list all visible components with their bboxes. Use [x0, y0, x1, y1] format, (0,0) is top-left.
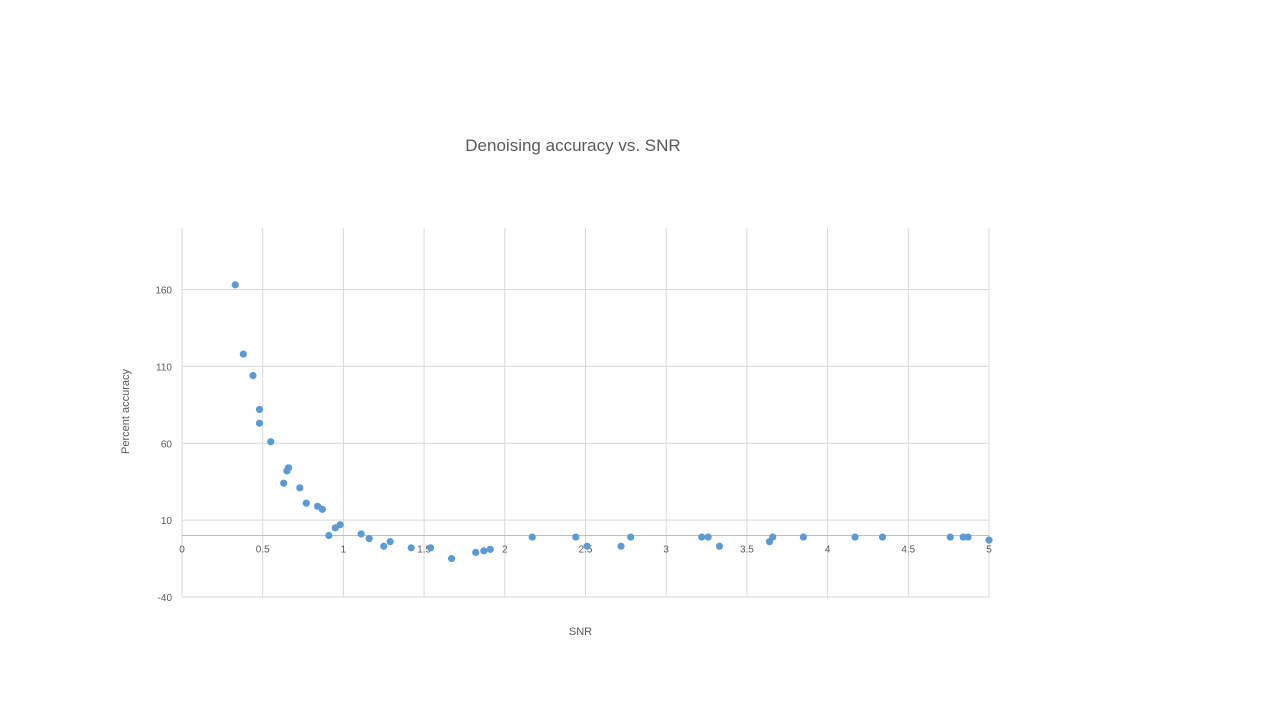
x-tick-label: 4 — [825, 545, 831, 556]
x-tick-label: 0.5 — [256, 545, 270, 556]
x-tick-label: 5 — [986, 545, 992, 556]
data-point — [617, 542, 625, 550]
data-point — [447, 554, 456, 563]
data-point — [964, 533, 972, 541]
data-point — [627, 533, 635, 541]
data-point — [583, 542, 591, 550]
tick-labels: 0 0.5 1 1.5 2 2.5 3 3.5 4 4.5 5 -40 10 60 110 160 — [155, 286, 992, 605]
x-tick-label: 1.5 — [417, 545, 431, 556]
data-point — [380, 542, 388, 550]
data-point — [715, 542, 724, 550]
data-point — [426, 544, 435, 552]
gridlines — [181, 228, 990, 598]
x-tick-label: 2.5 — [579, 545, 593, 556]
y-tick-label: 110 — [156, 362, 172, 373]
data-point — [704, 533, 712, 541]
y-tick-label: -40 — [158, 593, 173, 604]
y-tick-label: 60 — [161, 439, 173, 450]
y-tick-label: 160 — [155, 286, 172, 297]
data-point — [386, 538, 394, 546]
x-tick-label: 4.5 — [901, 545, 915, 556]
data-point — [851, 533, 859, 541]
data-point — [572, 533, 580, 541]
data-point — [239, 350, 247, 358]
data-point — [357, 530, 365, 538]
data-point — [280, 479, 288, 487]
y-axis-title: Percent accuracy — [120, 369, 132, 454]
x-tick-label: 1 — [341, 545, 347, 556]
chart-title: Denoising accuracy vs. SNR — [465, 136, 681, 155]
x-tick-label: 3 — [663, 545, 669, 556]
data-point — [249, 372, 257, 380]
data-point — [407, 544, 415, 552]
data-point — [946, 533, 954, 541]
data-point — [231, 281, 239, 289]
data-point — [336, 521, 344, 529]
data-points — [231, 281, 993, 563]
data-point — [480, 547, 488, 555]
data-point — [325, 531, 333, 540]
data-point — [698, 533, 706, 541]
data-point — [985, 536, 993, 544]
data-point — [878, 533, 887, 541]
x-tick-label: 0 — [179, 545, 185, 556]
data-point — [799, 533, 807, 541]
data-point — [769, 533, 777, 541]
y-tick-label: 10 — [161, 516, 173, 527]
data-point — [528, 533, 536, 541]
data-point — [318, 505, 327, 513]
data-point — [472, 548, 480, 557]
data-point — [302, 499, 310, 507]
data-point — [267, 438, 275, 446]
data-point — [284, 464, 293, 472]
data-point — [255, 405, 264, 414]
x-tick-label: 3.5 — [740, 545, 754, 556]
data-point — [255, 419, 264, 427]
data-point — [365, 534, 373, 543]
x-axis-title: SNR — [569, 626, 592, 638]
data-point — [296, 484, 304, 492]
data-point — [486, 545, 494, 553]
x-tick-label: 2 — [502, 545, 508, 556]
